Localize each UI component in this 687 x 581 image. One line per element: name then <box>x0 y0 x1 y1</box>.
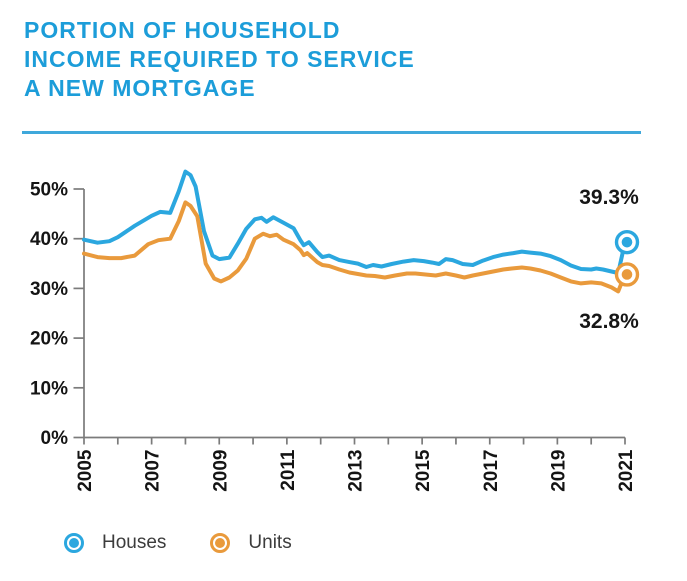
page-title-line-3: A NEW MORTGAGE <box>24 75 256 101</box>
page-title-line-1: PORTION OF HOUSEHOLD <box>24 17 341 43</box>
x-tick-label: 2013 <box>346 450 367 492</box>
units-end-marker-dot <box>621 269 633 280</box>
units-marker-dot-icon <box>215 538 226 548</box>
houses-marker-dot-icon <box>69 538 79 548</box>
x-tick-label: 2007 <box>143 450 164 492</box>
axis-lines <box>83 189 625 439</box>
x-tick-label: 2011 <box>278 449 299 491</box>
y-tick-label: 10% <box>30 378 68 399</box>
legend-item-houses: Houses <box>64 532 166 554</box>
legend-label-units: Units <box>248 532 292 553</box>
page-title-line-2: INCOME REQUIRED TO SERVICE <box>24 46 415 72</box>
y-tick-label: 20% <box>30 329 68 350</box>
units-end-value-label: 32.8% <box>579 310 639 333</box>
houses-end-marker-dot <box>621 236 633 248</box>
units-line <box>82 200 627 294</box>
x-tick-label: 2015 <box>413 449 434 492</box>
mortgage-line-chart: 0% 10% 20% 30% 40% 50% 2005 2007 2009 2011 2013 201… <box>30 169 640 492</box>
y-tick-label: 40% <box>30 229 68 250</box>
y-tick-label: 50% <box>30 180 68 201</box>
houses-line <box>82 169 627 275</box>
x-tick-label: 2009 <box>210 450 231 492</box>
x-tick-label: 2019 <box>548 450 569 492</box>
legend-item-units: Units <box>210 532 292 554</box>
x-tick-label: 2021 <box>616 449 637 492</box>
y-tick-label: 0% <box>41 428 69 449</box>
legend-label-houses: Houses <box>102 532 167 553</box>
x-tick-label: 2017 <box>481 450 502 492</box>
houses-marker-icon <box>64 533 84 553</box>
units-marker-icon <box>210 533 231 553</box>
x-tick-label: 2005 <box>75 449 96 492</box>
chart-legend: Houses Units <box>64 532 292 554</box>
y-tick-label: 30% <box>30 279 68 300</box>
page-title: PORTION OF HOUSEHOLD INCOME REQUIRED TO … <box>24 16 415 103</box>
title-divider-rule <box>22 131 641 134</box>
houses-end-value-label: 39.3% <box>579 186 639 209</box>
